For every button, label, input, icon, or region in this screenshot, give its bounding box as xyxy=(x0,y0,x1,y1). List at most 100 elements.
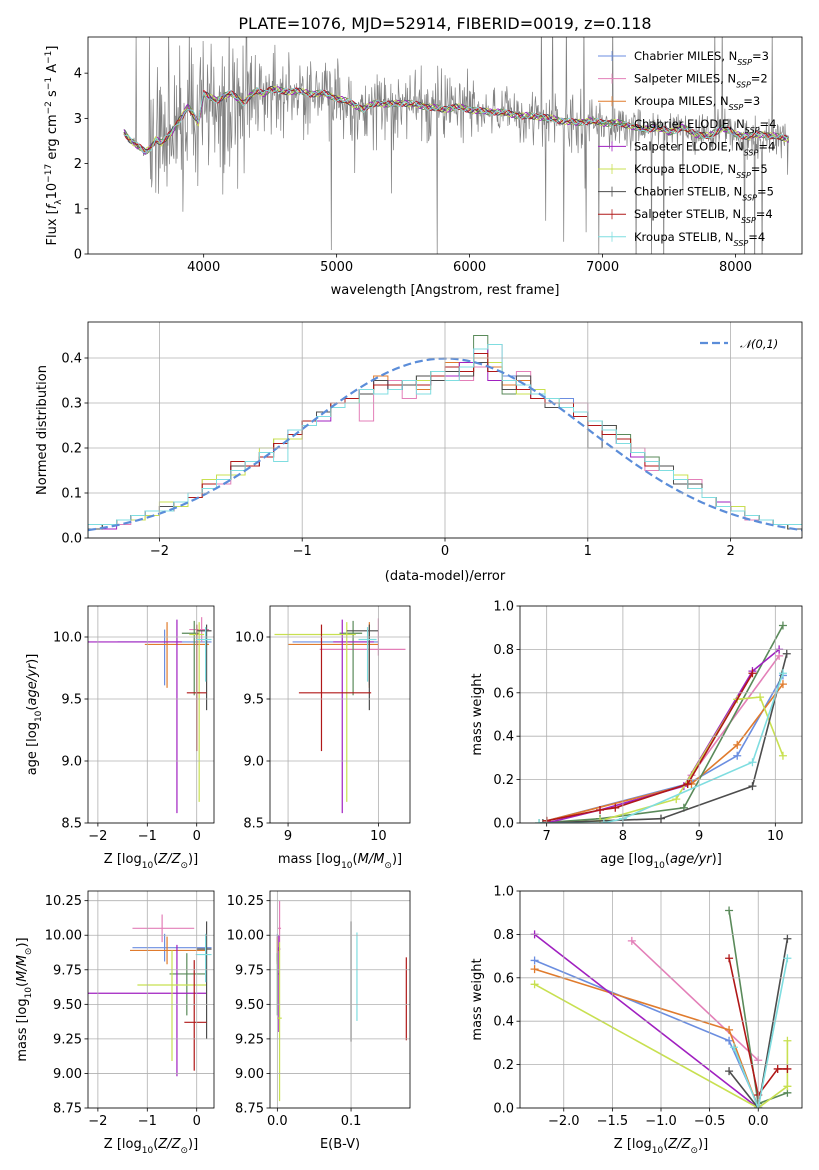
weight-marker xyxy=(683,779,692,788)
y-tick-label: 1.0 xyxy=(493,885,514,900)
y-tick-label: 9.0 xyxy=(61,755,82,770)
plot-area xyxy=(276,900,407,1102)
y-tick-label: 0.8 xyxy=(493,643,514,658)
legend-subscript: SSP xyxy=(744,148,759,157)
x-axis-label: age [log10(age/yr)] xyxy=(600,852,722,871)
legend-subscript: SSP xyxy=(736,171,751,180)
x-tick-label: 2 xyxy=(726,544,734,559)
model-line-salpeter-stelib xyxy=(123,86,789,154)
model-line-kroupa-stelib xyxy=(123,87,789,154)
legend-label: Chabrier STELIB, N xyxy=(634,185,742,199)
y-tick-label: 0.4 xyxy=(493,730,514,745)
legend-subscript: SSP xyxy=(737,58,752,67)
label-span: 10 xyxy=(142,861,154,871)
label-span: ( xyxy=(25,706,40,711)
label-span: ( xyxy=(15,982,30,987)
weight-line-kroupa-stelib xyxy=(539,673,784,823)
label-span: log xyxy=(321,852,341,867)
legend-entry: Salpeter ELODIE, NSSP=4 xyxy=(634,139,775,157)
label-span: )] xyxy=(712,852,722,867)
legend-label: Kroupa STELIB, N xyxy=(634,230,734,244)
y-tick-label: 10.0 xyxy=(235,631,264,646)
weight-marker xyxy=(599,819,608,823)
x-axis-label: Z [log10(Z/Z⊙)] xyxy=(614,1137,708,1156)
y-tick-label: 0 xyxy=(74,248,82,263)
x-tick-label: 9 xyxy=(695,829,703,844)
y-tick-label: 1.0 xyxy=(493,600,514,615)
y-tick-label: 9.75 xyxy=(53,963,82,978)
y-tick-label: 9.25 xyxy=(53,1032,82,1047)
axes-frame xyxy=(87,890,215,1109)
label-span: mass [ xyxy=(15,1018,30,1061)
y-tick-label: 0.6 xyxy=(493,971,514,986)
x-axis-label: Z [log10(Z/Z⊙)] xyxy=(104,852,198,871)
axes-frame xyxy=(519,890,803,1109)
legend-entry: Kroupa ELODIE, NSSP=5 xyxy=(634,162,768,180)
x-tick-label: −2 xyxy=(88,829,107,844)
weight-line-chabrier-stelib xyxy=(542,653,788,823)
label-span: mass [ xyxy=(278,852,321,867)
y-tick-label: 0.4 xyxy=(61,352,82,367)
chart-mass-vs-ebv: 0.0 0.1 8.75 9.00 9.25 9.50 9.75 10.00 10.25 E(B-… xyxy=(227,890,411,1152)
x-tick-label: 1 xyxy=(584,544,592,559)
chart-weight-vs-Z: −2.0 −1.5 −1.0 −0.5 0.0 0.0 0.2 0.4 0.6 0.8 1.0 Z [… xyxy=(470,885,803,1156)
x-tick-label: −1.0 xyxy=(645,1114,677,1129)
label-span: M/M xyxy=(15,955,30,982)
weight-marker xyxy=(733,740,742,749)
label-span: )] xyxy=(25,654,40,664)
label-span: log xyxy=(632,1137,652,1152)
label-span: 10 xyxy=(341,861,353,871)
weight-marker xyxy=(729,1043,738,1052)
label-span: Z [ xyxy=(614,1137,632,1152)
label-span: f xyxy=(45,202,60,209)
label-span: age/yr xyxy=(25,662,40,705)
weight-marker xyxy=(657,814,665,823)
label-span: log xyxy=(122,852,142,867)
label-span: Z [ xyxy=(104,852,122,867)
chart-spectrum: 4000 5000 6000 7000 8000 0 1 2 3 4 wavelength [Ang… xyxy=(44,36,803,298)
y-tick-label: 8.5 xyxy=(61,817,82,832)
x-axis-label: mass [log10(M/M⊙)] xyxy=(278,852,402,871)
y-tick-label: 0.4 xyxy=(493,1015,514,1030)
legend-entry: Salpeter STELIB, NSSP=4 xyxy=(634,207,773,225)
legend-count: =5 xyxy=(757,185,774,199)
plot-area xyxy=(123,37,790,254)
label-span: 10 xyxy=(652,1146,664,1156)
x-tick-label: 10 xyxy=(767,829,784,844)
y-tick-label: 0.8 xyxy=(493,928,514,943)
weight-marker xyxy=(530,980,539,989)
label-span: )] xyxy=(15,937,30,947)
y-tick-label: 9.25 xyxy=(235,1032,264,1047)
label-span: ( xyxy=(663,1137,668,1152)
y-axis-label: mass weight xyxy=(470,673,485,755)
x-tick-label: −1 xyxy=(293,544,312,559)
weight-line-salpeter-stelib xyxy=(546,672,754,822)
y-axis-label: Flux [fλ10−17 erg cm−2 s−1 A−1] xyxy=(44,46,64,246)
label-span: ( xyxy=(665,852,670,867)
weight-marker xyxy=(725,1036,734,1045)
label-span: log xyxy=(634,852,654,867)
label-span: −2 xyxy=(44,101,54,114)
plot-area xyxy=(88,617,212,814)
legend-count: =3 xyxy=(743,94,760,108)
y-tick-label: 0.2 xyxy=(61,442,82,457)
weight-marker xyxy=(783,934,792,943)
legend-count: =4 xyxy=(756,207,773,221)
y-tick-label: 9.50 xyxy=(53,998,82,1013)
weight-marker xyxy=(783,1064,792,1073)
label-span: 10 xyxy=(24,987,34,999)
y-tick-label: 0.3 xyxy=(61,397,82,412)
axes-frame xyxy=(269,605,411,824)
y-axis-label: mass weight xyxy=(470,958,485,1040)
y-axis-label: age [log10(age/yr)] xyxy=(25,654,44,776)
y-tick-label: 9.0 xyxy=(243,755,264,770)
weight-marker xyxy=(725,1025,734,1034)
y-tick-label: 9.5 xyxy=(61,693,82,708)
chart-residuals: −2 −1 0 1 2 0.0 0.1 0.2 0.3 0.4 (data-model)/error… xyxy=(35,321,803,584)
x-tick-label: 0.0 xyxy=(267,1114,288,1129)
x-tick-label: −1 xyxy=(138,829,157,844)
x-tick-label: −1.5 xyxy=(597,1114,629,1129)
weight-marker xyxy=(778,751,787,760)
